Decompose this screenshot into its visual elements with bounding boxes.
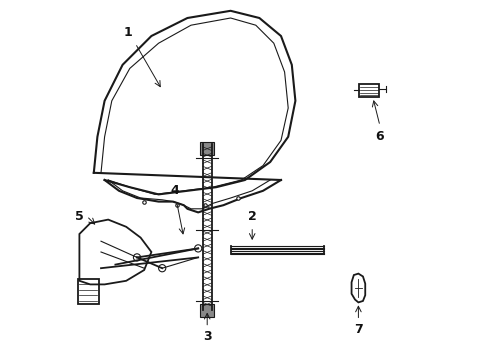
Text: 4: 4	[171, 184, 179, 197]
Circle shape	[159, 265, 166, 272]
Polygon shape	[200, 142, 215, 155]
Text: 1: 1	[123, 26, 132, 39]
Circle shape	[195, 245, 202, 252]
Polygon shape	[200, 304, 215, 317]
Text: 6: 6	[376, 130, 384, 143]
Text: 2: 2	[248, 210, 257, 222]
Text: 5: 5	[75, 210, 84, 222]
Text: 7: 7	[354, 323, 363, 336]
Text: 3: 3	[203, 330, 212, 343]
Circle shape	[133, 254, 141, 261]
